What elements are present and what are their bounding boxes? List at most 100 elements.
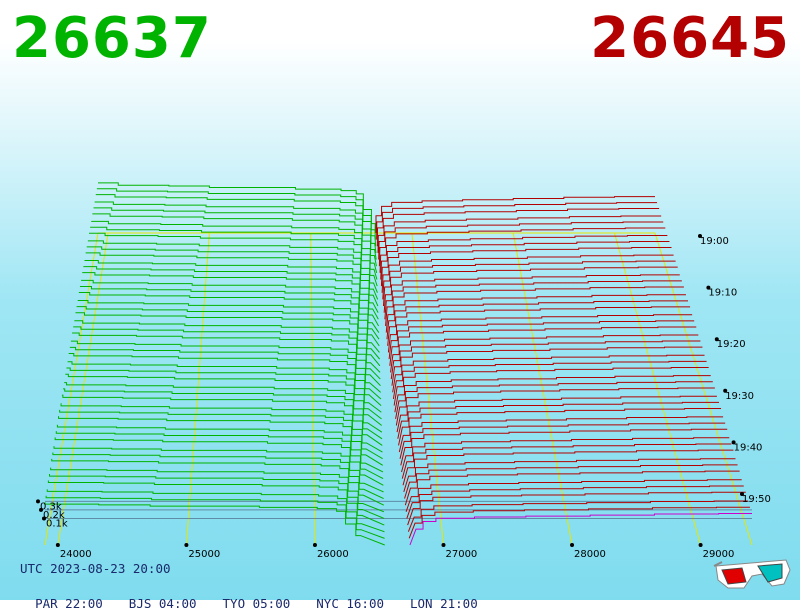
bid-depth-line bbox=[61, 394, 383, 446]
ask-depth-line bbox=[380, 246, 672, 287]
bid-depth-line bbox=[58, 416, 384, 466]
ask-depth-line bbox=[406, 485, 744, 519]
bid-depth-line bbox=[55, 431, 384, 480]
ask-depth-line bbox=[385, 286, 684, 326]
bid-depth-line bbox=[63, 388, 383, 440]
3d-glasses-icon[interactable] bbox=[712, 556, 792, 592]
ask-depth-line bbox=[378, 221, 664, 260]
grid-line-price bbox=[512, 232, 573, 546]
bid-depth-line bbox=[93, 207, 377, 260]
time-tick-marker bbox=[731, 440, 736, 445]
ask-depth-line bbox=[376, 208, 660, 247]
ask-depth-line bbox=[389, 326, 697, 366]
ask-depth-line bbox=[404, 470, 740, 506]
bid-depth-line bbox=[88, 232, 378, 287]
bid-depth-line bbox=[65, 373, 382, 426]
ask-depth-line bbox=[382, 260, 676, 300]
bid-depth-line bbox=[47, 480, 385, 526]
bid-depth-line bbox=[46, 489, 385, 533]
grid-line-price bbox=[57, 232, 109, 546]
volume-tick-marker bbox=[42, 516, 46, 521]
bid-depth-line bbox=[85, 252, 379, 307]
bid-depth-line bbox=[83, 266, 379, 320]
world-clocks: PAR 22:00 BJS 04:00 TYO 05:00 NYC 16:00 LON … bbox=[20, 581, 504, 611]
price-tick-label: 27000 bbox=[445, 549, 477, 560]
time-tick-marker bbox=[706, 285, 711, 290]
bid-depth-line bbox=[56, 424, 384, 473]
price-tick-label: 25000 bbox=[188, 549, 220, 560]
bid-depth-line bbox=[51, 458, 385, 506]
ask-depth-line bbox=[386, 300, 689, 340]
ask-depth-line bbox=[375, 196, 655, 233]
bid-depth-line bbox=[96, 188, 376, 240]
ask-depth-line bbox=[385, 294, 686, 333]
grid-line-price bbox=[411, 232, 444, 546]
bid-depth-line bbox=[45, 495, 385, 539]
ask-depth-line bbox=[397, 401, 719, 439]
ask-depth-line bbox=[392, 360, 707, 400]
ask-depth-line bbox=[378, 227, 666, 267]
bid-depth-line bbox=[95, 194, 377, 247]
bid-depth-line bbox=[68, 353, 382, 406]
bid-depth-line bbox=[67, 361, 382, 413]
bid-depth-line bbox=[81, 279, 380, 333]
clock-tyo: TYO 05:00 bbox=[222, 596, 291, 611]
price-tick-marker bbox=[184, 543, 189, 547]
ask-depth-line bbox=[395, 387, 715, 426]
bid-depth-line bbox=[53, 446, 384, 493]
ask-depth-line bbox=[401, 443, 732, 479]
bid-depth-line bbox=[90, 226, 378, 280]
time-tick-label: 19:00 bbox=[700, 236, 729, 247]
ask-depth-line bbox=[382, 266, 678, 307]
ask-depth-line bbox=[408, 506, 750, 539]
ask-depth-line bbox=[390, 340, 701, 380]
ask-depth-line bbox=[379, 234, 668, 273]
ask-depth-line bbox=[394, 375, 711, 413]
price-tick-label: 24000 bbox=[60, 549, 92, 560]
ask-depth-line bbox=[387, 306, 691, 346]
time-tick-marker bbox=[740, 492, 744, 496]
bid-depth-line bbox=[92, 213, 377, 267]
bid-depth-line bbox=[70, 340, 382, 393]
bid-depth-line bbox=[54, 437, 384, 486]
price-tick-marker bbox=[441, 543, 446, 547]
ask-depth-line bbox=[398, 408, 722, 446]
price-tick-marker bbox=[570, 543, 575, 547]
ask-depth-line bbox=[380, 240, 670, 280]
time-tick-label: 19:20 bbox=[717, 339, 746, 350]
bid-depth-line bbox=[84, 260, 379, 313]
ask-depth-line bbox=[403, 458, 736, 493]
bid-depth-line bbox=[74, 320, 381, 373]
bid-depth-line bbox=[69, 346, 382, 400]
bid-depth-line bbox=[77, 299, 380, 353]
bid-depth-line bbox=[98, 182, 376, 233]
grid-border-left bbox=[44, 232, 99, 546]
bid-depth-line bbox=[86, 246, 379, 300]
bid-depth-line bbox=[73, 326, 381, 380]
ask-depth-line bbox=[395, 381, 713, 419]
ask-depth-line bbox=[377, 215, 662, 253]
ask-depth-line bbox=[376, 202, 658, 240]
bid-depth-line bbox=[87, 240, 378, 293]
price-tick-label: 28000 bbox=[574, 549, 606, 560]
clock-lon: LON 21:00 bbox=[410, 596, 478, 611]
bid-depth-line bbox=[79, 285, 380, 340]
ask-depth-line bbox=[387, 314, 693, 353]
bid-depth-line bbox=[72, 332, 381, 387]
time-tick-label: 19:50 bbox=[742, 494, 771, 505]
ask-depth-line bbox=[400, 428, 728, 466]
price-tick-marker bbox=[698, 543, 703, 547]
ask-depth-line bbox=[404, 464, 738, 499]
ask-depth-line bbox=[381, 254, 674, 293]
bid-depth-line bbox=[82, 272, 380, 327]
ask-depth-line bbox=[401, 437, 730, 473]
volume-tick-marker bbox=[39, 507, 43, 512]
ask-depth-line bbox=[383, 274, 680, 313]
bid-depth-line bbox=[44, 502, 385, 546]
time-tick-marker bbox=[714, 337, 719, 342]
volume-tick-marker bbox=[36, 499, 40, 504]
clock-bjs: BJS 04:00 bbox=[128, 596, 197, 611]
bid-depth-line bbox=[50, 467, 385, 513]
ask-depth-line bbox=[390, 334, 699, 373]
